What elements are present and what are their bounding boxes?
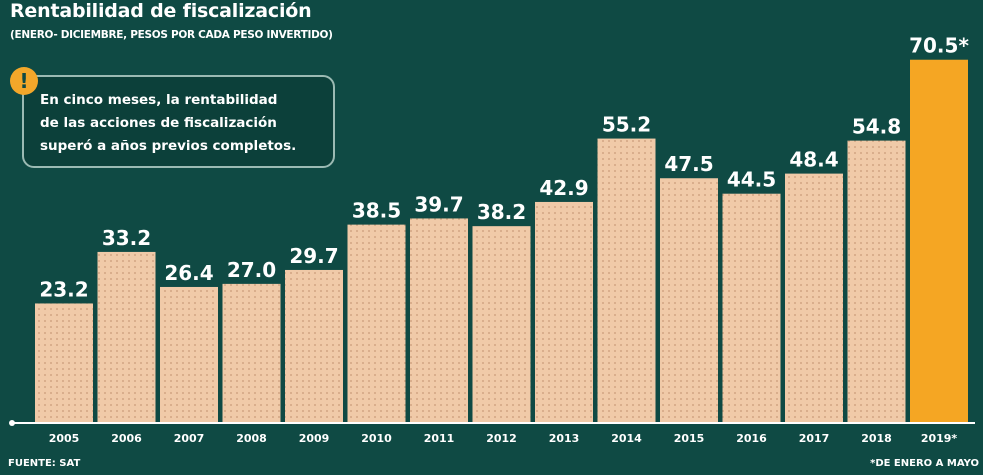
bar-2005 [35, 303, 93, 423]
value-label: 48.4 [789, 148, 838, 172]
value-label: 38.2 [477, 200, 526, 224]
callout-box [22, 75, 335, 168]
x-tick-label: 2014 [611, 432, 642, 445]
exclamation-icon: ! [10, 67, 38, 95]
bar-2018 [847, 140, 906, 423]
value-label: 44.5 [727, 168, 776, 192]
callout-line-3: superó a años previos completos. [40, 138, 297, 154]
callout-line-1: En cinco meses, la rentabilidad [40, 92, 278, 108]
value-label: 29.7 [289, 244, 338, 268]
footnote: *DE ENERO A MAYO [870, 458, 979, 469]
x-tick-label: 2007 [174, 432, 205, 445]
value-label: 55.2 [602, 113, 651, 137]
x-tick-label: 2016 [736, 432, 767, 445]
value-label: 26.4 [164, 261, 213, 285]
bar-2017 [785, 173, 843, 423]
x-axis-origin-dot [9, 420, 15, 426]
bar-2007 [160, 286, 218, 423]
value-label: 33.2 [102, 226, 151, 250]
x-tick-label: 2013 [549, 432, 580, 445]
bar-2015 [660, 178, 718, 423]
x-tick-label: 2009 [299, 432, 330, 445]
callout-text: En cinco meses, la rentabilidad de las a… [40, 89, 330, 158]
value-label: 47.5 [664, 152, 713, 176]
bar-2010 [347, 224, 406, 423]
x-tick-label: 2019* [921, 432, 958, 445]
callout-line-2: de las acciones de fiscalización [40, 115, 277, 131]
x-tick-label: 2018 [861, 432, 892, 445]
x-tick-label: 2010 [361, 432, 392, 445]
bar-2008 [222, 283, 281, 423]
value-label: 38.5 [352, 199, 401, 223]
bar-2011 [410, 218, 468, 423]
x-tick-label: 2011 [424, 432, 455, 445]
bar-2016 [722, 193, 781, 423]
bar-2009 [285, 269, 343, 423]
x-tick-label: 2006 [111, 432, 142, 445]
chart-subtitle: (ENERO- DICIEMBRE, PESOS POR CADA PESO I… [10, 29, 333, 41]
x-tick-label: 2008 [236, 432, 267, 445]
value-label: 42.9 [539, 176, 588, 200]
value-label: 39.7 [414, 192, 463, 216]
source-note: FUENTE: SAT [8, 458, 81, 469]
x-tick-label: 2017 [799, 432, 830, 445]
bar-2006 [97, 251, 156, 423]
chart-title: Rentabilidad de fiscalización [10, 0, 312, 22]
x-tick-label: 2015 [674, 432, 705, 445]
x-tick-label: 2005 [49, 432, 80, 445]
value-label: 23.2 [39, 277, 88, 301]
bar-2019 [910, 59, 968, 424]
value-label: 27.0 [227, 258, 276, 282]
bar-2014 [597, 138, 656, 424]
value-label: 54.8 [852, 115, 901, 139]
bar-2013 [535, 201, 593, 423]
x-tick-label: 2012 [486, 432, 517, 445]
bar-2012 [472, 226, 531, 423]
value-label: 70.5* [909, 34, 969, 58]
